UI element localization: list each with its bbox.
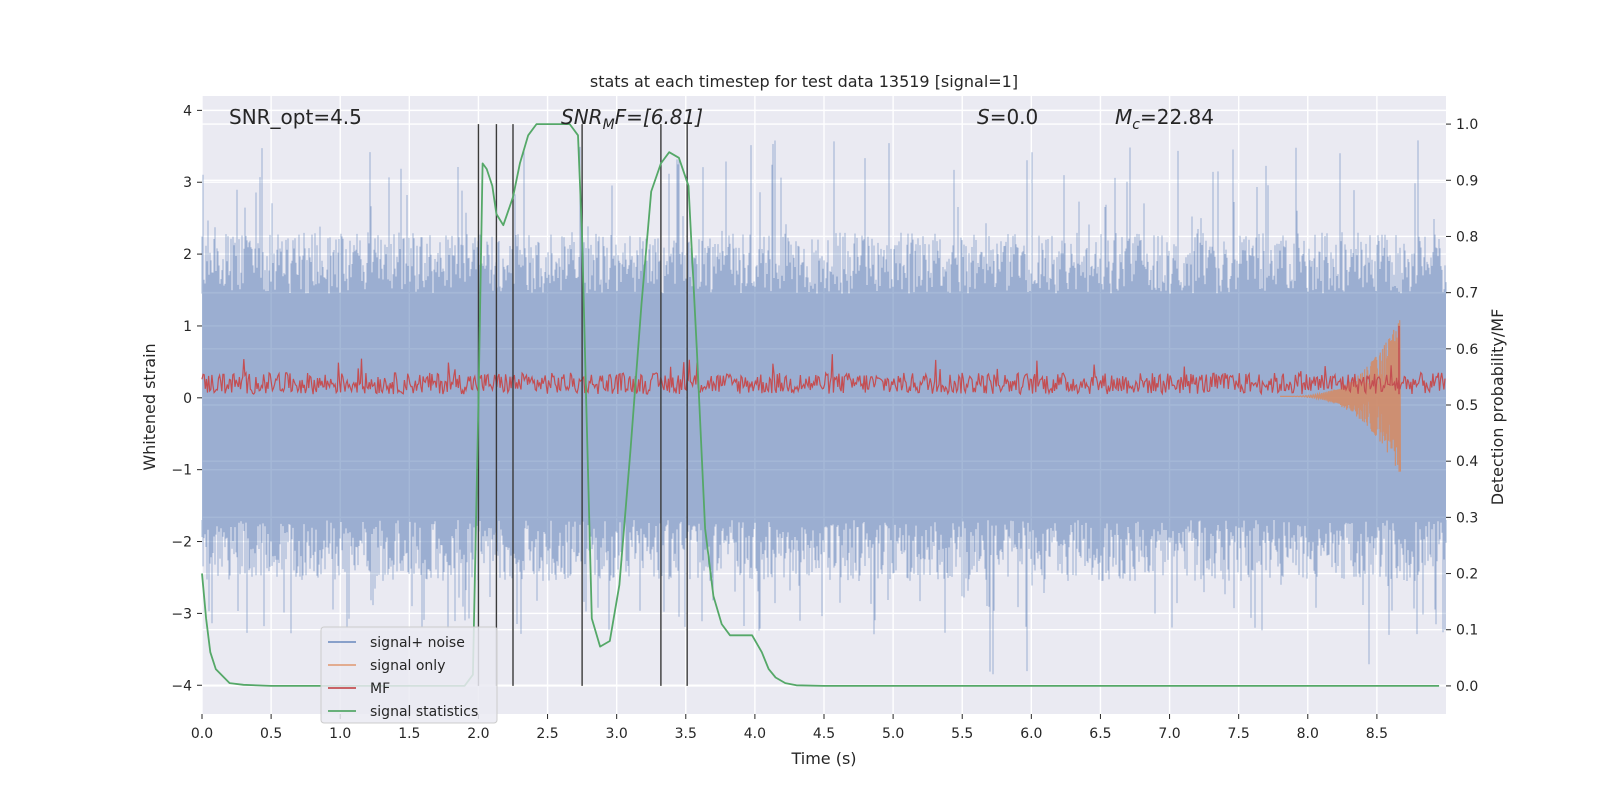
y-tick-label: 2 [183, 247, 192, 263]
y-axis-label: Whitened strain [140, 343, 159, 470]
x-tick-label: 0.5 [260, 726, 282, 742]
mc-annotation: Mc=22.84 [1115, 105, 1214, 133]
y-tick-label: −3 [171, 606, 192, 622]
x-tick-label: 3.5 [675, 726, 697, 742]
x-axis-label: Time (s) [790, 749, 856, 768]
legend-label: signal statistics [370, 704, 478, 720]
legend-label: signal+ noise [370, 635, 465, 651]
x-tick-label: 4.5 [813, 726, 835, 742]
legend: signal+ noise signal only MF signal statist… [320, 626, 498, 724]
x-tick-label: 3.0 [606, 726, 628, 742]
signal-only-line [1280, 320, 1401, 472]
x-tick-label: 4.0 [744, 726, 766, 742]
y-tick-label: 1 [183, 319, 192, 335]
y2-tick-label: 0.1 [1456, 623, 1478, 639]
snr-mf-label: SNR [561, 105, 603, 129]
x-tick-label: 5.0 [882, 726, 904, 742]
x-tick-label: 6.0 [1020, 726, 1042, 742]
y2-tick-label: 0.9 [1456, 173, 1478, 189]
x-tick-label: 1.0 [329, 726, 351, 742]
mf-line [201, 354, 1446, 396]
x-tick-label: 8.0 [1297, 726, 1319, 742]
snr-mf-annotation: SNRMF=[6.81] [561, 105, 703, 133]
legend-box [320, 626, 498, 724]
x-tick-label: 0.0 [191, 726, 213, 742]
snr-mf-value: F=[6.81] [615, 105, 703, 129]
y-tick-label: 0 [183, 391, 192, 407]
y2-tick-label: 0.3 [1456, 510, 1478, 526]
s-label: S [977, 105, 990, 129]
y-tick-label: −1 [171, 463, 192, 479]
x-tick-label: 6.5 [1089, 726, 1111, 742]
x-tick-label: 8.5 [1366, 726, 1388, 742]
legend-entries: signal+ noise signal only MF signal statist… [328, 635, 478, 720]
signal-only-layer [1280, 320, 1401, 472]
mf-layer [201, 325, 1446, 396]
x-tick-label: 5.5 [951, 726, 973, 742]
x-tick-label: 2.5 [536, 726, 558, 742]
tick-layer: 0.0 0.5 1.0 1.5 2.0 2.5 3.0 3.5 4.0 4.5 5.0 5.5 6.0 6… [171, 103, 1478, 742]
snr-mf-subscript: M [603, 117, 615, 133]
s-annotation: S=0.0 [977, 105, 1038, 129]
y2-tick-label: 0.7 [1456, 286, 1478, 302]
x-tick-label: 1.5 [398, 726, 420, 742]
snr-opt-annotation: SNR_opt=4.5 [229, 105, 362, 129]
y-tick-label: −4 [171, 678, 192, 694]
y-tick-label: −2 [171, 535, 192, 551]
y2-tick-label: 0.8 [1456, 229, 1478, 245]
y-tick-label: 4 [183, 103, 192, 119]
noise-layer [201, 140, 1447, 675]
legend-label: signal only [370, 658, 445, 674]
x-tick-label: 7.0 [1158, 726, 1180, 742]
y2-tick-label: 0.6 [1456, 342, 1478, 358]
x-tick-label: 7.5 [1228, 726, 1250, 742]
legend-label: MF [370, 681, 390, 697]
mc-value: =22.84 [1140, 105, 1214, 129]
s-value: =0.0 [990, 105, 1039, 129]
noise-band [202, 293, 1446, 520]
mc-subscript: c [1132, 117, 1140, 133]
mc-label: M [1115, 105, 1132, 129]
chart-title: stats at each timestep for test data 135… [590, 72, 1018, 91]
y2-tick-label: 0.4 [1456, 454, 1478, 470]
y2-axis-label: Detection probability/MF [1488, 309, 1507, 506]
x-tick-label: 2.0 [467, 726, 489, 742]
y2-tick-label: 0.0 [1456, 679, 1478, 695]
y-tick-label: 3 [183, 175, 192, 191]
y2-tick-label: 0.5 [1456, 398, 1478, 414]
y2-tick-label: 1.0 [1456, 117, 1478, 133]
y2-tick-label: 0.2 [1456, 567, 1478, 583]
